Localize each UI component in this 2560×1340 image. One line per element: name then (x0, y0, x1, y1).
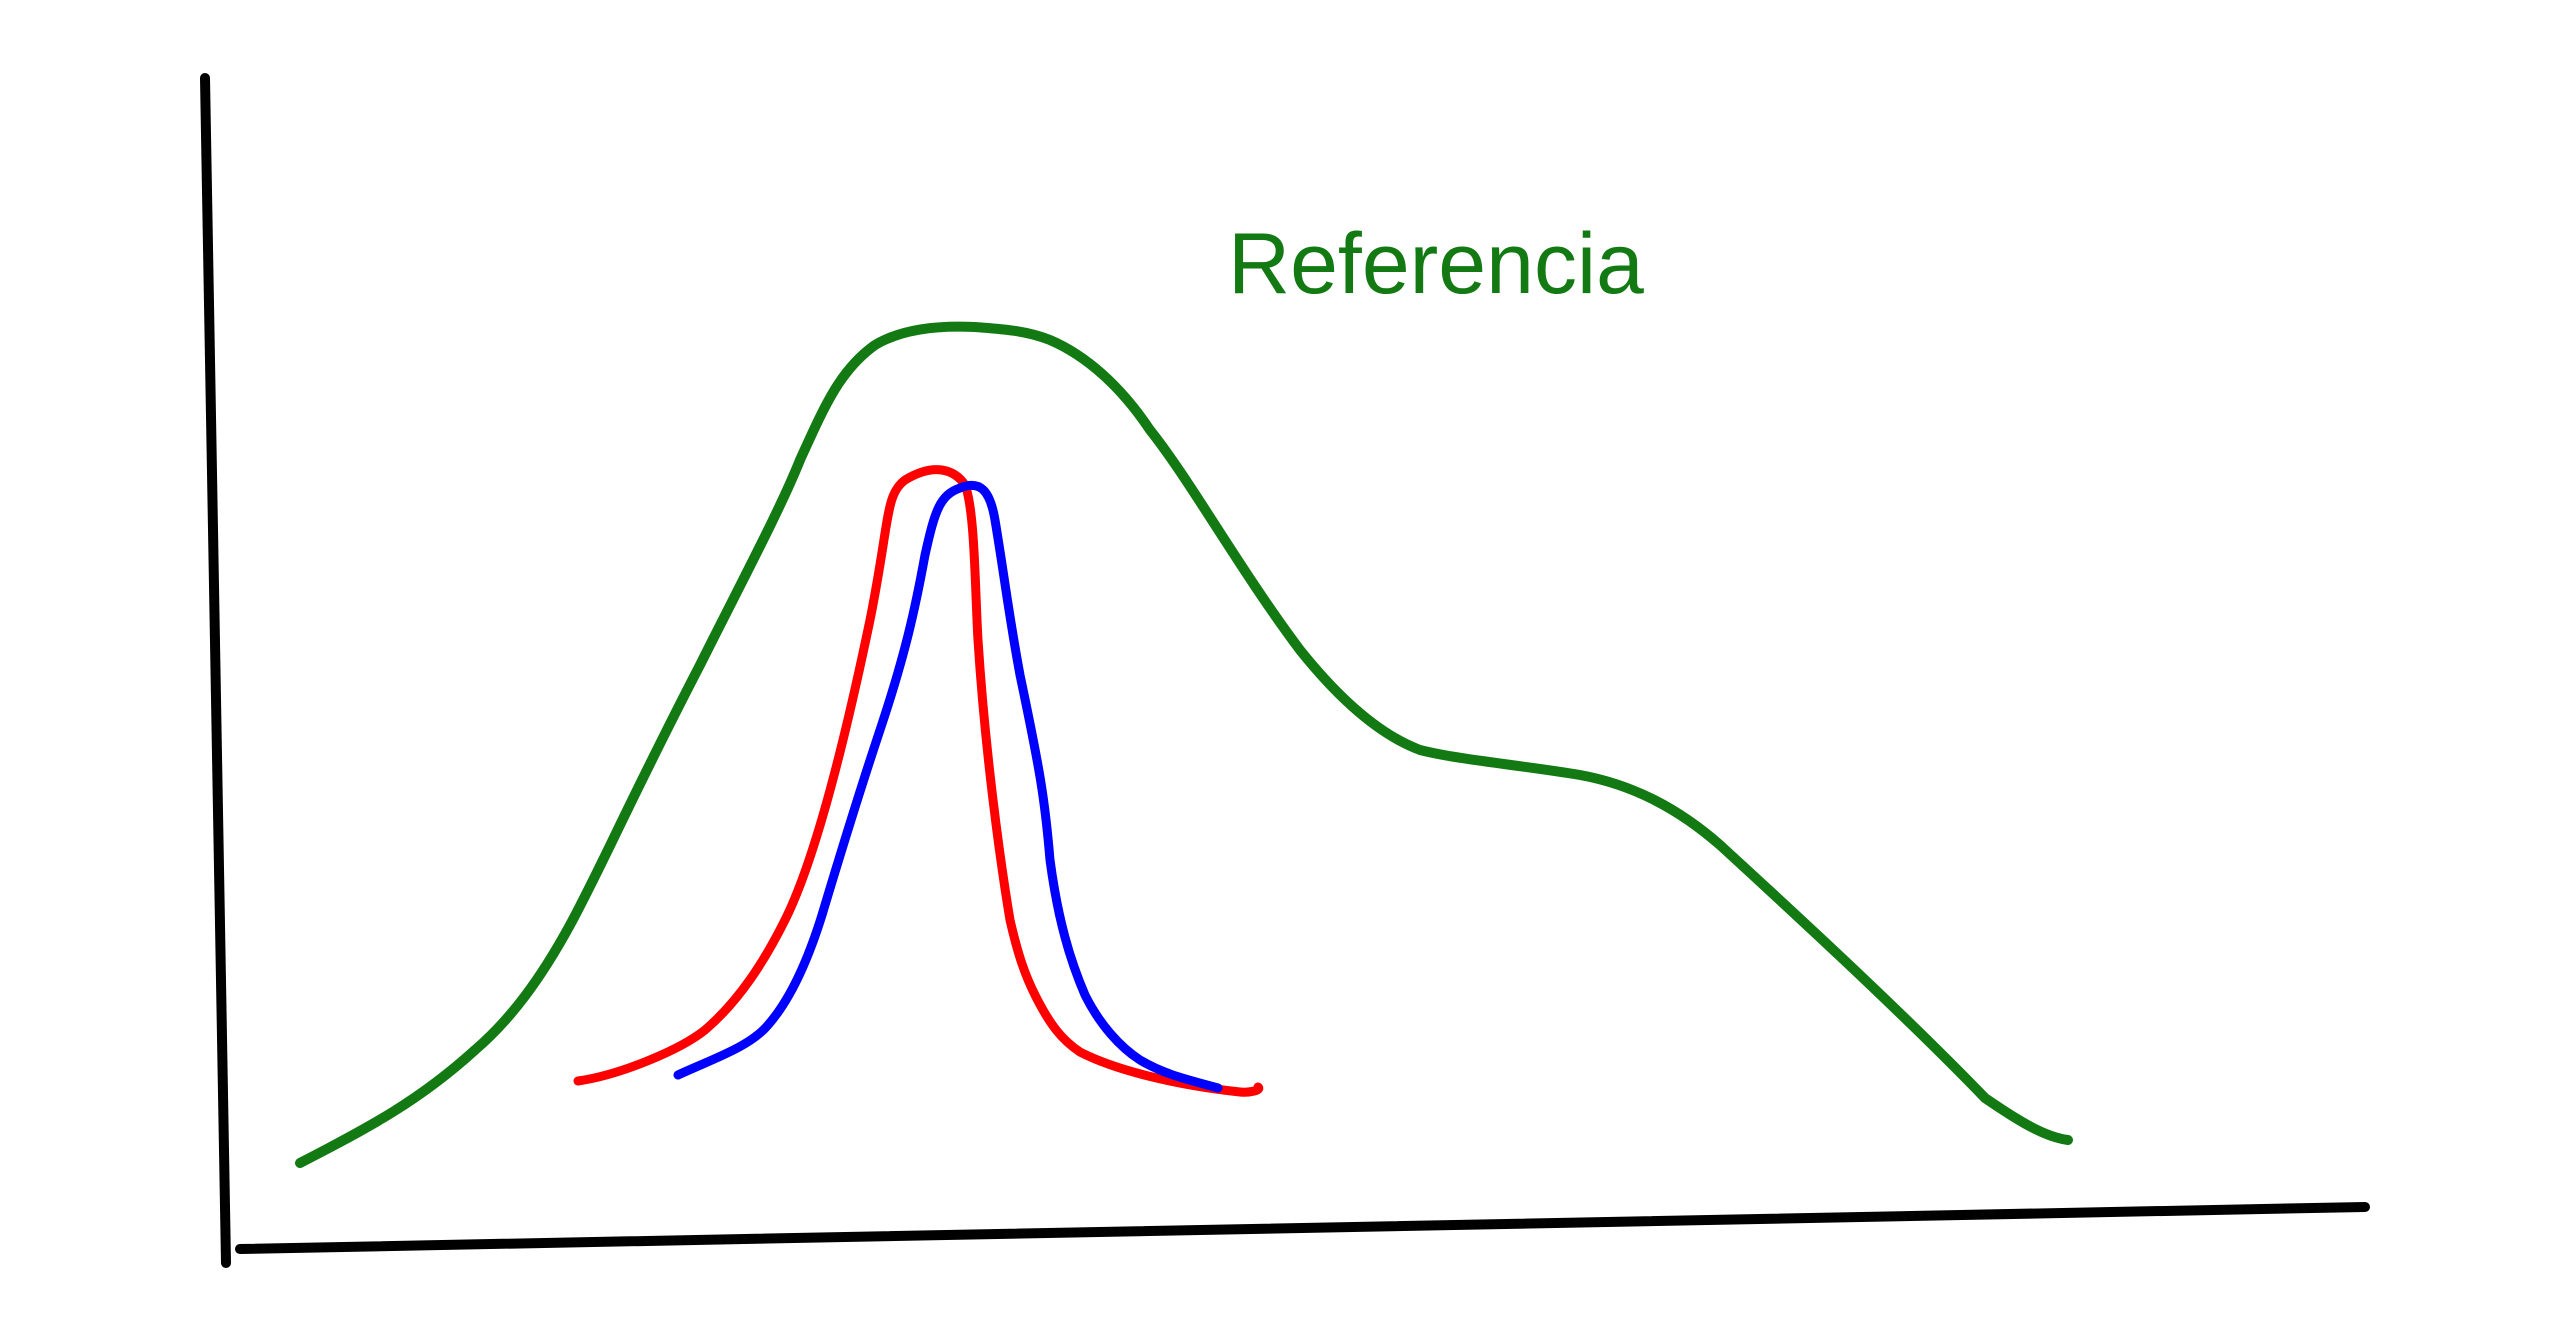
axes (200, 73, 2370, 1268)
x-axis (235, 1202, 2370, 1254)
reference-curve (295, 321, 2073, 1168)
blue-curve (673, 480, 1223, 1093)
y-axis (200, 73, 231, 1268)
reference-label: Referencia (1228, 216, 1644, 312)
red-curve (573, 465, 1264, 1097)
